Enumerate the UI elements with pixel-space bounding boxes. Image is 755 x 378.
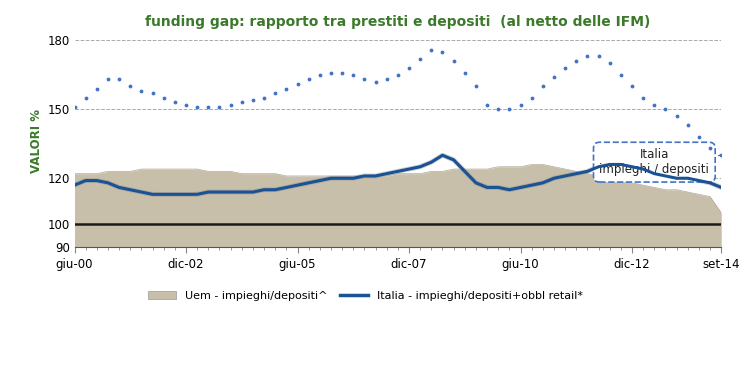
Y-axis label: VALORI %: VALORI % (30, 110, 43, 174)
Title: funding gap: rapporto tra prestiti e depositi  (al netto delle IFM): funding gap: rapporto tra prestiti e dep… (145, 15, 651, 29)
Legend: Uem - impieghi/depositi^, Italia - impieghi/depositi+obbl retail*: Uem - impieghi/depositi^, Italia - impie… (143, 286, 587, 305)
Text: Italia
impieghi / depositi: Italia impieghi / depositi (599, 148, 721, 176)
